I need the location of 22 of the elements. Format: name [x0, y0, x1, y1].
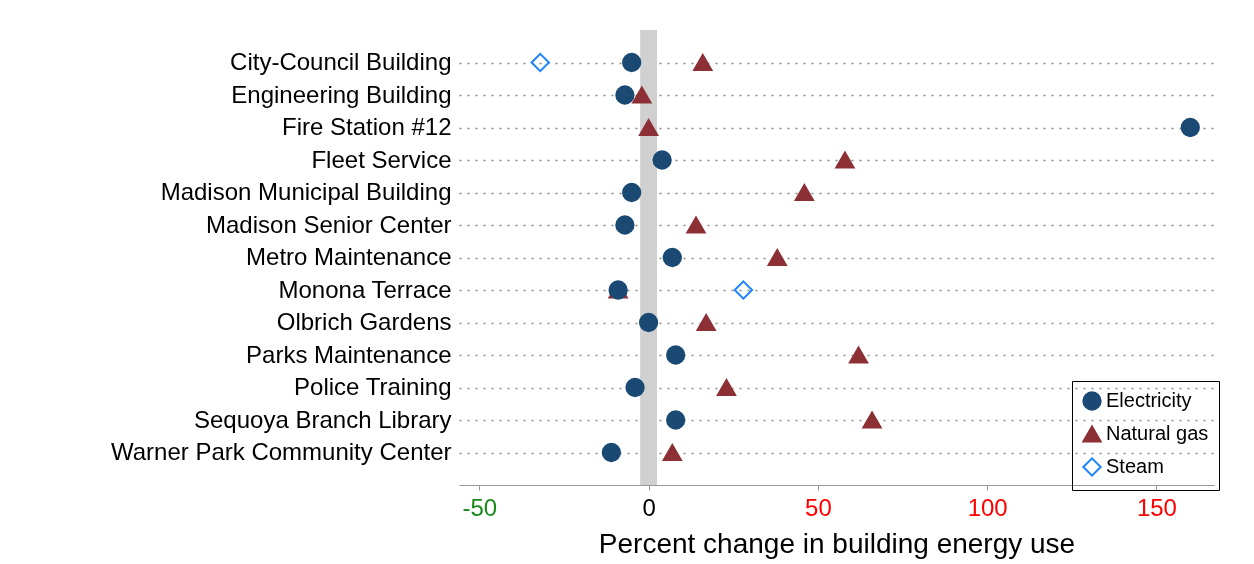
x-tick-label: 50 [805, 493, 832, 521]
y-tick-label: Madison Municipal Building [160, 178, 452, 205]
legend-label: Electricity [1106, 389, 1192, 411]
y-tick-label: Fire Station #12 [282, 113, 452, 140]
y-tick-label: Police Training [294, 373, 452, 400]
y-tick-label: Sequoya Branch Library [194, 405, 452, 433]
legend-label: Steam [1106, 455, 1164, 477]
y-tick-label: Engineering Building [231, 80, 452, 108]
y-tick-label: Monona Terrace [278, 275, 452, 303]
x-tick-label: 150 [1136, 493, 1177, 521]
legend-label: Natural gas [1106, 422, 1209, 444]
y-tick-label: Fleet Service [311, 145, 452, 173]
y-tick-label: City-Council Building [230, 48, 452, 75]
y-tick-label: Madison Senior Center [206, 210, 452, 238]
x-tick-label: -50 [462, 493, 498, 521]
y-tick-label: Parks Maintenance [246, 340, 452, 368]
x-tick-label: 100 [967, 493, 1008, 521]
y-tick-label: Olbrich Gardens [276, 308, 452, 335]
y-tick-label: Warner Park Community Center [110, 438, 452, 465]
x-tick-label: 0 [642, 493, 656, 521]
y-tick-label: Metro Maintenance [246, 243, 452, 270]
x-axis-title: Percent change in building energy use [598, 527, 1076, 559]
